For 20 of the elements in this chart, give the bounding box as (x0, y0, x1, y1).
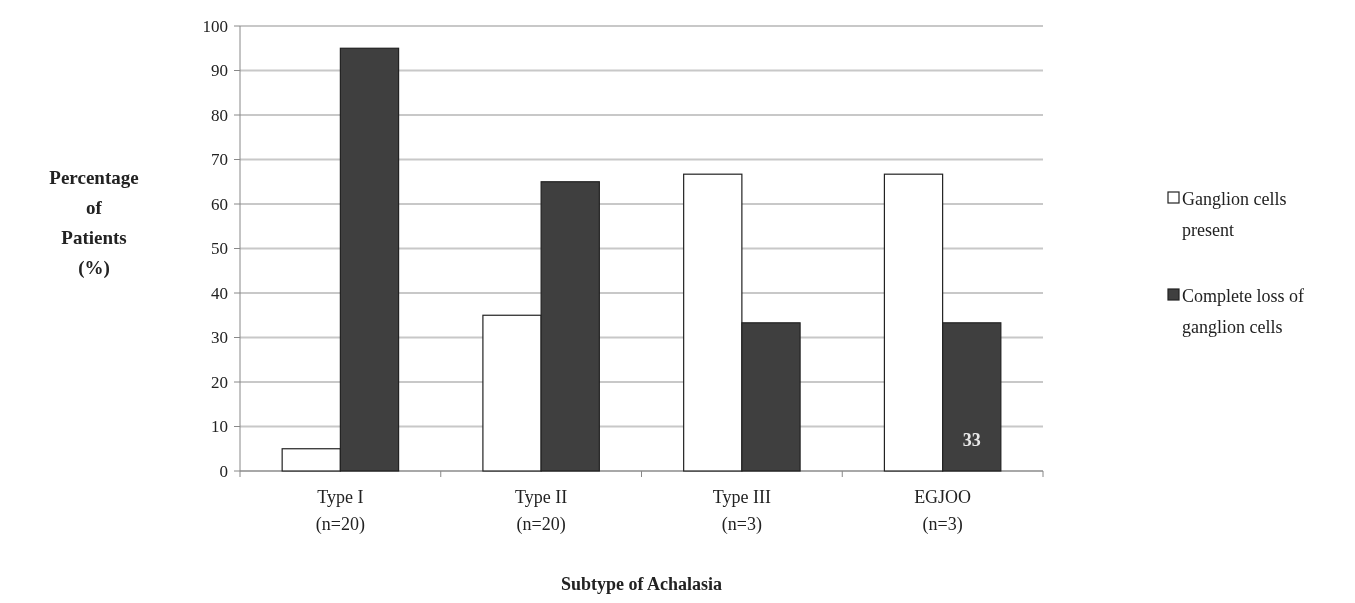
y-tick-label: 70 (211, 150, 228, 170)
x-tick-label: Type III (n=3) (712, 487, 771, 535)
y-tick-label: 40 (211, 283, 228, 303)
y-tick-label: 90 (211, 61, 228, 81)
legend-label: Ganglion cells present (1182, 189, 1287, 241)
x-tick-label: Type I (n=20) (315, 487, 365, 535)
x-axis-title: Subtype of Achalasia (560, 574, 723, 594)
y-tick-label: 60 (211, 194, 228, 214)
y-tick-label: 30 (211, 328, 228, 348)
x-tick-label: EGJOO (n=3) (914, 487, 972, 535)
x-tick-label: Type II (n=20) (515, 487, 568, 535)
y-tick-label: 50 (211, 239, 228, 259)
annotation: 33 (962, 430, 981, 451)
y-tick-label: 10 (211, 417, 228, 437)
y-tick-label: 0 (219, 461, 228, 481)
y-tick-label: 100 (202, 16, 228, 36)
y-tick-label: 20 (211, 372, 228, 392)
y-axis-title: Percentage of Patients (%) (49, 166, 139, 279)
y-tick-label: 80 (211, 105, 228, 125)
legend-label: Complete loss of ganglion cells (1182, 286, 1304, 338)
